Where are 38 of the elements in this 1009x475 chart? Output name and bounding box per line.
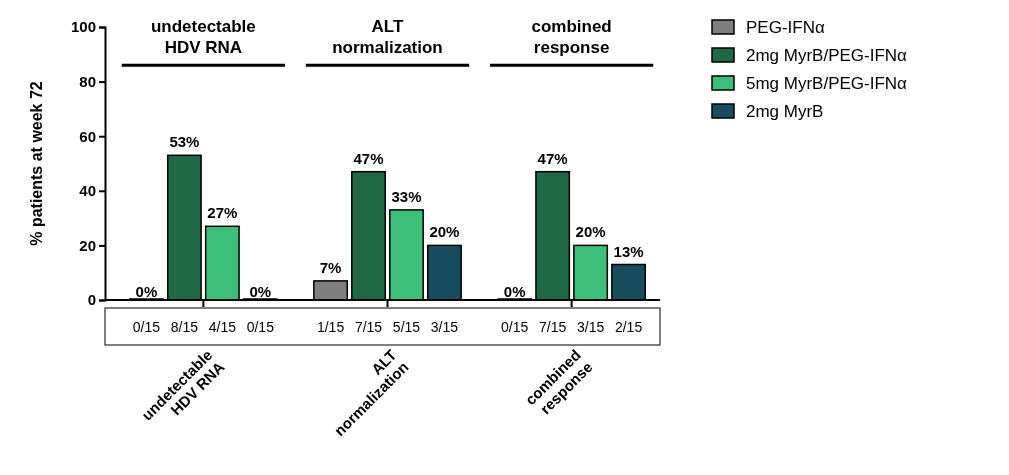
- x-tick-label: combined response: [531, 17, 612, 58]
- y-axis-title: % patients at week 72: [28, 81, 45, 246]
- data-label: 20%: [575, 223, 606, 241]
- y-tick-label: 40: [79, 182, 96, 200]
- data-label: 0%: [503, 283, 526, 300]
- data-label: 0%: [249, 283, 272, 300]
- x-tick-label: ALT normalization: [332, 17, 443, 58]
- text: 7/15: [354, 319, 383, 335]
- text: 0/15: [246, 319, 275, 335]
- text: 7/15: [539, 319, 567, 335]
- legend-label: 2mg MyrB/PEG-IFNα: [746, 46, 908, 65]
- data-label: 27%: [207, 204, 238, 222]
- legend-label: 2mg MyrB: [746, 102, 824, 121]
- y-tick-label: 20: [79, 236, 96, 254]
- text: 4/15: [208, 319, 237, 335]
- data-label: 0%: [135, 283, 158, 300]
- text: 3/15: [576, 319, 605, 335]
- data-label: 7%: [319, 258, 342, 276]
- legend-label: PEG-IFNα: [746, 18, 825, 37]
- data-label: 47%: [353, 149, 384, 167]
- text: 0/15: [132, 319, 161, 335]
- y-tick-label: 0: [87, 291, 96, 309]
- y-tick-label: 60: [79, 127, 96, 145]
- data-label: 33%: [391, 187, 422, 205]
- y-tick-label: 100: [70, 18, 96, 36]
- text: 2/15: [614, 319, 643, 335]
- data-label: 47%: [537, 149, 568, 167]
- text: 0/15: [501, 319, 529, 335]
- text: 5/15: [392, 319, 421, 335]
- legend-label: 5mg MyrB/PEG-IFNα: [746, 74, 908, 93]
- x-tick-label: undetectable HDV RNA: [150, 17, 256, 58]
- data-label: 13%: [613, 242, 644, 260]
- data-label: 20%: [429, 223, 460, 241]
- text: 8/15: [170, 319, 199, 335]
- data-label: 53%: [169, 133, 200, 151]
- y-tick-label: 80: [79, 72, 96, 90]
- text: 1/15: [316, 319, 345, 335]
- text: 3/15: [430, 319, 459, 335]
